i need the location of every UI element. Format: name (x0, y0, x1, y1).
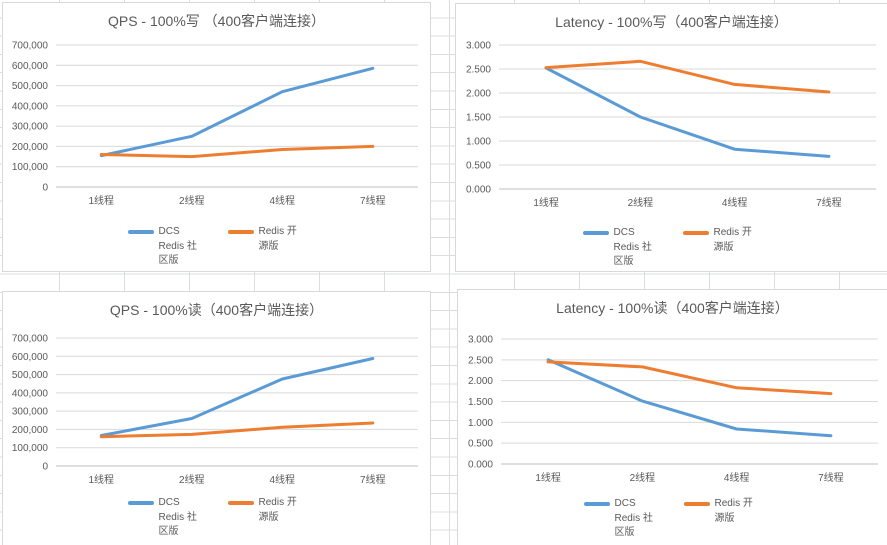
x-category-label: 7线程 (360, 194, 386, 207)
y-tick-label: 3.000 (466, 41, 491, 52)
y-tick-label: 0.000 (466, 185, 491, 196)
series-line-dcs-redis[interactable] (99, 66, 375, 158)
y-tick-label: 3.000 (468, 335, 493, 346)
y-tick-label: 200,000 (12, 142, 49, 153)
chart-title: QPS - 100%读（400客户端连接） (109, 302, 324, 318)
legend-swatch-icon (127, 501, 154, 505)
legend-swatch-icon (227, 230, 254, 234)
y-tick-label: 1.000 (468, 418, 493, 429)
x-category-label: 2线程 (630, 471, 656, 484)
series-line-redis-opensource[interactable] (544, 59, 831, 94)
x-category-label: 2线程 (179, 194, 205, 207)
y-tick-label: 700,000 (12, 41, 49, 52)
legend-swatch-icon (582, 231, 609, 235)
plot-area: 0.000 0.500 1.000 1.500 2.000 2.500 3.000 1线程 2线… (468, 335, 878, 484)
legend-label: DCS Redis 社区版 (158, 226, 197, 266)
y-tick-label: 0.000 (468, 460, 493, 471)
chart-title: QPS - 100%写 （400客户端连接） (107, 13, 326, 29)
legend-label: DCS Redis 社区版 (158, 497, 197, 537)
legend-item[interactable]: DCS Redis 社区版 (583, 497, 662, 541)
legend-swatch-icon (127, 230, 154, 234)
plot-area: 0 100,000 200,000 300,000 400,000 500,000 600,… (12, 41, 418, 207)
legend-label: Redis 开源版 (258, 226, 297, 252)
chart-qps-read[interactable]: QPS - 100%读（400客户端连接） 0 100,000 200,000 300… (2, 291, 431, 545)
y-tick-label: 600,000 (12, 61, 49, 72)
legend-swatch-icon (583, 502, 610, 506)
legend-swatch-icon (682, 231, 709, 235)
series-line-dcs-redis[interactable] (544, 66, 831, 158)
chart-qps-write[interactable]: QPS - 100%写 （400客户端连接） 0 100,000 200,000 30… (2, 2, 431, 272)
plot-area: 0.000 0.500 1.000 1.500 2.000 2.500 3.000 1线程 2线… (466, 41, 876, 209)
y-tick-label: 500,000 (12, 81, 49, 92)
series-line-redis-opensource[interactable] (99, 144, 375, 159)
chart-title: Latency - 100%读（400客户端连接） (556, 300, 789, 316)
x-category-label: 1线程 (535, 471, 561, 484)
x-category-label: 4线程 (269, 473, 295, 486)
x-category-label: 1线程 (533, 196, 559, 209)
x-category-label: 2线程 (179, 473, 205, 486)
y-tick-label: 0 (42, 183, 48, 194)
x-category-label: 7线程 (360, 473, 386, 486)
y-tick-label: 0.500 (466, 161, 491, 172)
legend: DCS Redis 社区版 Redis 开源版 (458, 497, 887, 541)
y-tick-label: 2.000 (468, 376, 493, 387)
y-tick-label: 100,000 (12, 162, 49, 173)
y-tick-label: 1.500 (466, 113, 491, 124)
y-tick-label: 1.500 (468, 397, 493, 408)
legend-item[interactable]: DCS Redis 社区版 (127, 496, 206, 540)
legend: DCS Redis 社区版 Redis 开源版 (3, 496, 430, 540)
y-tick-label: 700,000 (12, 334, 49, 345)
y-tick-label: 300,000 (12, 407, 49, 418)
y-tick-label: 300,000 (12, 122, 49, 133)
y-tick-label: 2.000 (466, 89, 491, 100)
legend: DCS Redis 社区版 Redis 开源版 (3, 225, 430, 269)
legend-item[interactable]: Redis 开源版 (683, 497, 762, 541)
legend-label: Redis 开源版 (258, 497, 297, 523)
legend: DCS Redis 社区版 Redis 开源版 (456, 226, 887, 270)
x-category-label: 1线程 (88, 473, 114, 486)
legend-label: DCS Redis 社区版 (613, 227, 652, 267)
x-category-label: 4线程 (722, 196, 748, 209)
y-tick-label: 400,000 (12, 388, 49, 399)
chart-title: Latency - 100%写（400客户端连接） (555, 14, 788, 30)
y-tick-label: 0 (42, 462, 48, 473)
y-tick-label: 500,000 (12, 370, 49, 381)
x-category-label: 2线程 (628, 196, 654, 209)
y-tick-label: 200,000 (12, 425, 49, 436)
x-category-label: 4线程 (269, 194, 295, 207)
series-line-dcs-redis[interactable] (99, 357, 375, 437)
y-tick-label: 2.500 (468, 355, 493, 366)
chart-latency-read[interactable]: Latency - 100%读（400客户端连接） 0.000 0.500 1.00… (457, 289, 887, 545)
series-line-dcs-redis[interactable] (546, 358, 833, 438)
legend-label: Redis 开源版 (714, 498, 753, 524)
series-line-redis-opensource[interactable] (99, 421, 375, 439)
legend-label: Redis 开源版 (713, 227, 752, 253)
series-line-redis-opensource[interactable] (546, 360, 833, 396)
chart-latency-write[interactable]: Latency - 100%写（400客户端连接） 0.000 0.500 1.00… (455, 3, 887, 272)
legend-item[interactable]: Redis 开源版 (682, 226, 761, 270)
x-category-label: 7线程 (818, 471, 844, 484)
plot-area: 0 100,000 200,000 300,000 400,000 500,000 600,… (12, 334, 418, 486)
legend-item[interactable]: Redis 开源版 (227, 496, 306, 540)
y-tick-label: 1.000 (466, 137, 491, 148)
y-tick-label: 600,000 (12, 352, 49, 363)
y-tick-label: 400,000 (12, 101, 49, 112)
legend-item[interactable]: DCS Redis 社区版 (127, 225, 206, 269)
x-category-label: 7线程 (816, 196, 842, 209)
y-tick-label: 2.500 (466, 65, 491, 76)
y-tick-label: 0.500 (468, 439, 493, 450)
legend-swatch-icon (683, 502, 710, 506)
legend-item[interactable]: DCS Redis 社区版 (582, 226, 661, 270)
legend-swatch-icon (227, 501, 254, 505)
legend-label: DCS Redis 社区版 (614, 498, 653, 538)
y-tick-label: 100,000 (12, 443, 49, 454)
legend-item[interactable]: Redis 开源版 (227, 225, 306, 269)
x-category-label: 1线程 (88, 194, 114, 207)
x-category-label: 4线程 (724, 471, 750, 484)
